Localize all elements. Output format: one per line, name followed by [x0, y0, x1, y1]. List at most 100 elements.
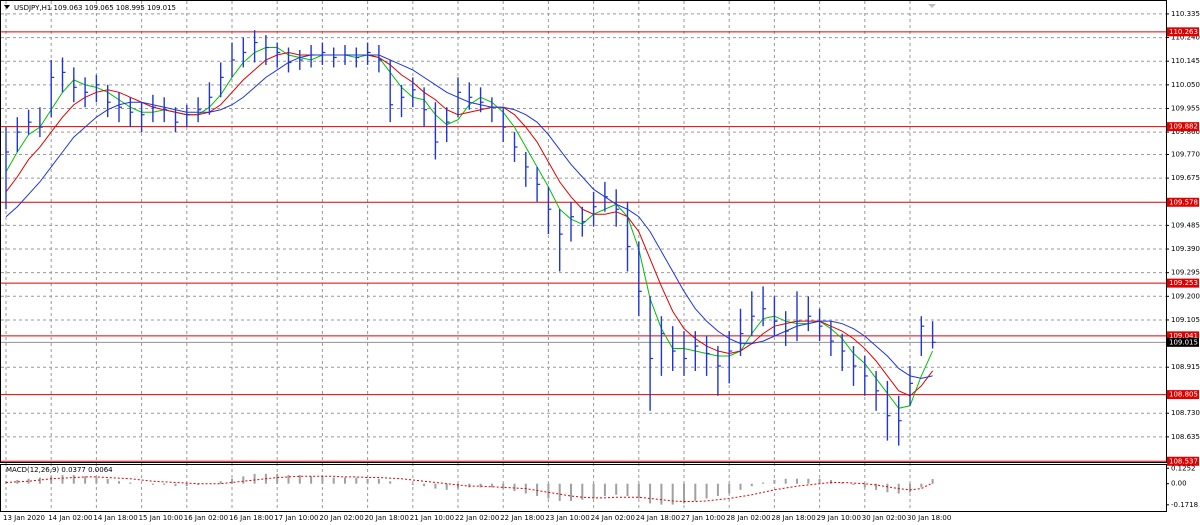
level-label-box — [1167, 390, 1199, 400]
macd-title: MACD(12,26,9) 0.0377 0.0064 — [6, 466, 113, 474]
macd-bar — [389, 481, 392, 484]
macd-bar — [84, 476, 87, 484]
macd-bar — [27, 478, 30, 484]
macd-bar — [615, 483, 618, 495]
macd-bar — [479, 483, 482, 488]
x-tick-label: 20 Jan 18:00 — [365, 514, 409, 522]
macd-bar — [344, 477, 346, 484]
x-tick-label: 22 Jan 18:00 — [500, 514, 544, 522]
macd-bar — [219, 481, 222, 484]
main-frame — [0, 0, 1167, 463]
level-label-box — [1167, 278, 1199, 288]
macd-bar — [185, 483, 188, 487]
x-tick-label: 14 Jan 02:00 — [48, 514, 92, 522]
macd-bar — [287, 475, 290, 484]
macd-bar — [841, 482, 844, 484]
macd-bar — [377, 478, 380, 484]
shift-marker — [928, 4, 936, 8]
macd-bar — [852, 483, 855, 485]
level-label: 109.041 — [1169, 332, 1198, 340]
macd-bar — [671, 483, 674, 505]
x-tick-label: 20 Jan 02:00 — [319, 514, 363, 522]
moving-average — [5, 51, 933, 397]
macd-bar — [106, 478, 109, 484]
macd-bar — [242, 476, 245, 484]
macd-bar — [502, 483, 505, 489]
x-tick-label: 13 Jan 2020 — [3, 514, 45, 522]
x-tick-label: 29 Jan 10:00 — [817, 514, 861, 522]
macd-bar — [129, 482, 132, 484]
x-tick-label: 15 Jan 10:00 — [139, 514, 183, 522]
signal-line — [5, 475, 933, 503]
macd-bar — [298, 475, 301, 484]
x-tick-label: 30 Jan 18:00 — [907, 514, 951, 522]
macd-bar — [411, 483, 414, 485]
x-tick-label: 16 Jan 18:00 — [229, 514, 273, 522]
macd-bar — [16, 480, 19, 484]
y-tick-label: 108.635 — [1171, 433, 1200, 441]
last-price-label: 109.015 — [1169, 338, 1198, 346]
macd-bar — [762, 482, 765, 484]
macd-bar — [796, 478, 798, 484]
macd-bar — [332, 477, 335, 484]
chart-title: USDJPY,H1 109.063 109.065 108.995 109.01… — [14, 4, 176, 12]
macd-bar — [197, 483, 200, 485]
menu-arrow — [4, 5, 10, 9]
y-tick-label: 109.200 — [1171, 292, 1200, 300]
macd-bar — [863, 483, 866, 488]
macd-bar — [468, 483, 471, 488]
y-tick-label: 110.145 — [1171, 57, 1200, 65]
macd-bar — [739, 483, 742, 490]
macd-bar — [95, 477, 98, 484]
macd-bar — [174, 483, 177, 487]
y-tick-label: 110.335 — [1171, 10, 1200, 18]
y-tick-label: 109.860 — [1171, 128, 1200, 136]
x-tick-label: 14 Jan 18:00 — [93, 514, 137, 522]
macd-bar — [445, 483, 448, 490]
macd-bar — [626, 483, 629, 496]
macd-bar — [920, 483, 923, 488]
level-label-box — [1167, 27, 1199, 37]
y-tick-label: 109.390 — [1171, 245, 1200, 253]
x-tick-label: 30 Jan 02:00 — [862, 514, 906, 522]
x-tick-label: 23 Jan 10:00 — [545, 514, 589, 522]
macd-frame — [0, 464, 1167, 512]
y-tick-label: 108.915 — [1171, 363, 1200, 371]
macd-bar — [231, 478, 233, 484]
macd-bar — [875, 483, 878, 490]
macd-bar — [581, 483, 584, 500]
macd-bar — [931, 479, 934, 484]
y-tick-label: 109.770 — [1171, 150, 1200, 158]
y-tick-label: 108.730 — [1171, 409, 1200, 417]
y-tick-label: 0.00 — [1171, 480, 1187, 488]
macd-bar — [118, 481, 120, 484]
y-tick-label: 110.050 — [1171, 81, 1200, 89]
y-tick-label: 0.1252 — [1171, 464, 1196, 472]
macd-bar — [38, 477, 41, 484]
macd-bar — [536, 483, 539, 496]
macd-bar — [750, 483, 753, 487]
macd-bar — [61, 475, 64, 484]
macd-bar — [818, 478, 821, 484]
level-label: 110.263 — [1169, 28, 1198, 36]
y-tick-label: 109.955 — [1171, 104, 1200, 112]
x-tick-label: 24 Jan 02:00 — [591, 514, 635, 522]
x-tick-label: 17 Jan 10:00 — [274, 514, 318, 522]
macd-bar — [151, 483, 154, 485]
y-tick-label: -0.1718 — [1171, 501, 1198, 509]
macd-bar — [434, 483, 437, 489]
y-tick-label: 109.295 — [1171, 269, 1200, 277]
macd-bar — [807, 478, 810, 484]
macd-bar — [637, 483, 640, 499]
level-label: 108.805 — [1169, 391, 1198, 399]
macd-bar — [276, 473, 279, 484]
macd-bar — [886, 483, 889, 493]
macd-bar — [570, 483, 572, 501]
level-label-box — [1167, 122, 1199, 132]
level-label-box — [1167, 197, 1199, 207]
x-tick-label: 22 Jan 02:00 — [455, 514, 499, 522]
macd-bar — [321, 476, 324, 484]
macd-bar — [558, 483, 561, 501]
macd-bar — [50, 476, 53, 484]
